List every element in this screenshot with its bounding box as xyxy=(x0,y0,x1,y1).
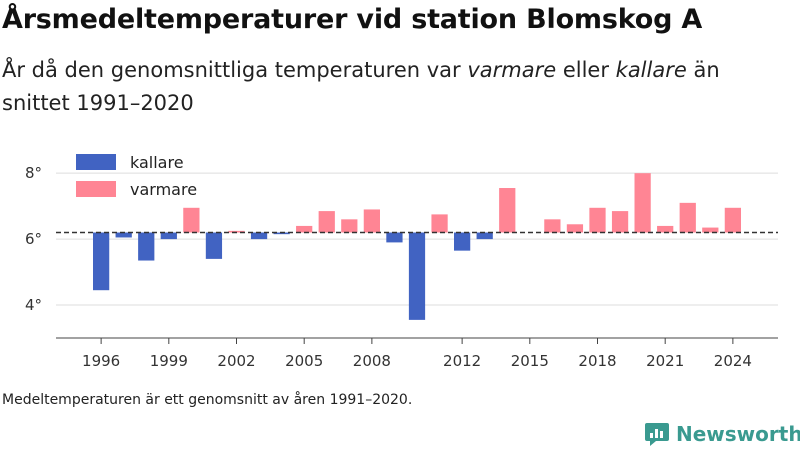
subtitle-emphasis-colder: kallare xyxy=(615,58,687,82)
subtitle-part: än snittet 1991–2020 xyxy=(2,58,720,115)
bar-warmer xyxy=(296,225,313,233)
footnote: Medeltemperaturen är ett genomsnitt av å… xyxy=(2,392,413,408)
x-tick-label: 2024 xyxy=(714,352,752,370)
legend-label-colder: kallare xyxy=(130,153,184,172)
bar-colder xyxy=(386,232,403,243)
bar-warmer xyxy=(702,227,719,233)
legend-swatch-colder xyxy=(76,154,116,170)
bar-colder xyxy=(408,232,426,320)
y-tick-label: 4° xyxy=(25,296,42,314)
x-tick-label: 2005 xyxy=(285,352,323,370)
bar-warmer xyxy=(228,230,245,233)
bar-colder xyxy=(273,232,290,235)
x-tick-label: 2008 xyxy=(353,352,391,370)
bar-warmer xyxy=(341,219,358,233)
subtitle-part: eller xyxy=(556,58,616,82)
bar-colder xyxy=(115,232,132,238)
bar-colder xyxy=(138,232,155,261)
bar-warmer xyxy=(183,207,200,233)
x-tick-label: 1996 xyxy=(82,352,120,370)
brand-logo: Newsworthy xyxy=(644,420,800,448)
x-tick-label: 2012 xyxy=(443,352,481,370)
subtitle-emphasis-warmer: varmare xyxy=(467,58,557,82)
chart-title: Årsmedeltemperaturer vid station Blomsko… xyxy=(2,4,703,35)
bar-warmer xyxy=(318,211,335,233)
x-tick-label: 1999 xyxy=(150,352,188,370)
bar-warmer xyxy=(657,225,674,233)
chart-subtitle: År då den genomsnittliga temperaturen va… xyxy=(2,54,782,120)
bar-colder xyxy=(205,232,223,259)
newsworthy-icon xyxy=(645,423,669,446)
y-tick-label: 6° xyxy=(25,230,42,248)
bar-chart: 4° 6° 8° 1996 1999 2002 2005 2008 2012 2015 2018 20… xyxy=(25,153,778,370)
bar-warmer xyxy=(679,202,696,233)
bar-warmer xyxy=(499,188,516,233)
bar-warmer xyxy=(363,209,380,233)
bar-warmer xyxy=(589,207,606,233)
bar-colder xyxy=(476,232,493,240)
bar-colder xyxy=(250,232,268,240)
legend-label-warmer: varmare xyxy=(130,180,197,199)
bar-warmer xyxy=(544,219,561,233)
y-tick-label: 8° xyxy=(25,164,42,182)
bar-colder xyxy=(160,232,177,240)
bar-warmer xyxy=(431,214,448,233)
legend-swatch-warmer xyxy=(76,181,116,197)
bar-warmer xyxy=(611,211,629,233)
bar-colder xyxy=(93,232,110,291)
x-tick-label: 2015 xyxy=(511,352,549,370)
x-tick-label: 2021 xyxy=(646,352,684,370)
bar-colder xyxy=(454,232,471,251)
subtitle-part: År då den genomsnittliga temperaturen va… xyxy=(2,58,468,82)
x-tick-label: 2018 xyxy=(578,352,616,370)
bar-warmer xyxy=(724,207,741,233)
bar-warmer xyxy=(566,224,584,233)
brand-name: Newsworthy xyxy=(676,422,800,446)
x-tick-label: 2002 xyxy=(217,352,255,370)
bar-warmer xyxy=(634,173,651,233)
